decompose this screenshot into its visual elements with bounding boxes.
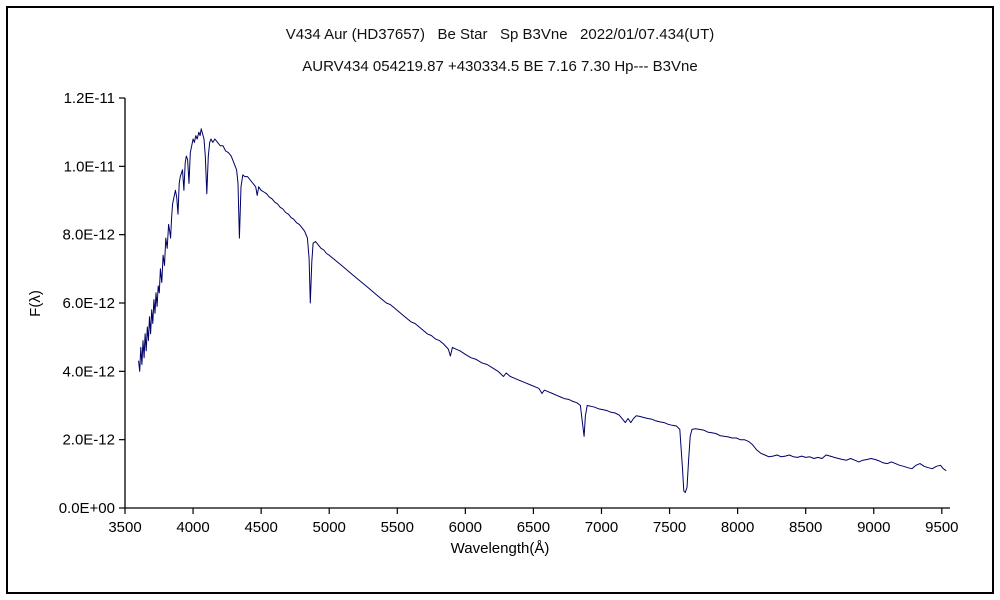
y-tick-label: 0.0E+00: [59, 500, 115, 517]
y-tick-label: 6.0E-12: [62, 295, 115, 312]
chart-title-line1: V434 Aur (HD37657) Be Star Sp B3Vne 2022…: [285, 26, 715, 43]
y-tick-label: 1.2E-11: [64, 90, 115, 107]
x-tick-label: 3500: [108, 519, 141, 536]
x-tick-label: 9500: [925, 519, 958, 536]
x-tick-label: 7500: [653, 519, 686, 536]
x-tick-label: 6500: [517, 519, 550, 536]
spectrum-line: [138, 128, 947, 494]
x-tick-label: 8000: [721, 519, 754, 536]
y-tick-label: 1.0E-11: [64, 158, 115, 175]
x-tick-label: 5000: [313, 519, 346, 536]
chart-title-line2: AURV434 054219.87 +430334.5 BE 7.16 7.30…: [302, 58, 698, 75]
x-tick-label: 5500: [381, 519, 414, 536]
x-tick-label: 4500: [244, 519, 277, 536]
y-tick-label: 4.0E-12: [62, 363, 115, 380]
x-tick-label: 9000: [857, 519, 890, 536]
x-tick-label: 6000: [449, 519, 482, 536]
x-axis-label: Wavelength(Å): [450, 540, 550, 557]
x-tick-label: 8500: [789, 519, 822, 536]
y-tick-label: 8.0E-12: [62, 227, 115, 244]
x-tick-label: 4000: [176, 519, 209, 536]
x-tick-label: 7000: [585, 519, 618, 536]
y-tick-label: 2.0E-12: [62, 432, 115, 449]
